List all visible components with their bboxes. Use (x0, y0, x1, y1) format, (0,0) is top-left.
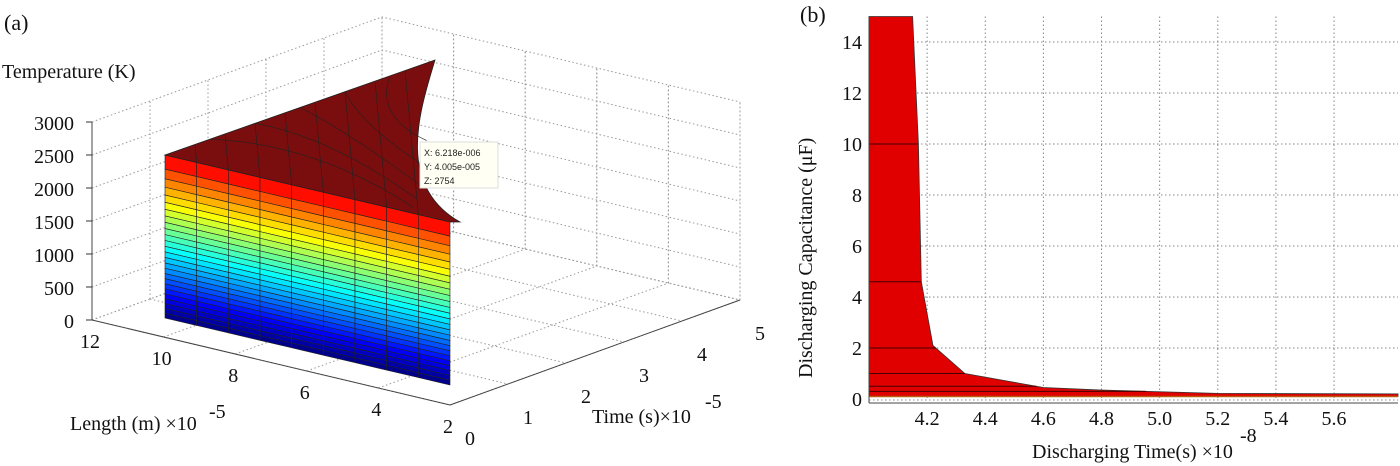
time-tick-label: 0 (465, 428, 475, 450)
panel-a-label: (a) (4, 10, 28, 35)
x-tick-label: 4.6 (1031, 408, 1056, 430)
area-fill (868, 16, 1399, 397)
panel-a-surface (163, 59, 462, 386)
length-axis-exponent: -5 (209, 401, 226, 423)
x-tick-label: 5.2 (1205, 408, 1230, 430)
time-tick-label: 4 (697, 344, 707, 366)
surface-top (163, 59, 462, 223)
surface-mesh-line (254, 123, 261, 178)
surface-mesh-line (386, 75, 427, 141)
time-axis-exponent: -5 (705, 391, 722, 413)
y-tick-label: 6 (852, 236, 862, 258)
time-axis-label: Time (s)×10 (592, 406, 691, 428)
datatip-x: X: 6.218e-006 (424, 148, 481, 158)
surface-face-cell (418, 372, 451, 386)
y-axis-label: Discharging Capacitance (μF) (795, 138, 817, 378)
x-axis-exponent: -8 (1240, 425, 1257, 447)
datatip-y: Y: 4.005e-005 (424, 162, 480, 172)
y-tick-label: 12 (842, 83, 862, 105)
z-tick-label: 1500 (34, 212, 74, 234)
x-tick-label: 5.6 (1322, 408, 1347, 430)
y-tick-label: 8 (852, 185, 862, 207)
x-tick-label: 5.4 (1263, 408, 1288, 430)
datatip-box (419, 141, 499, 189)
z-axis-label: Temperature (K) (2, 61, 136, 83)
surface-mesh-line (404, 70, 419, 215)
panel-b-area (868, 16, 1399, 404)
length-tick-label: 4 (371, 399, 381, 421)
length-tick-label: 10 (152, 348, 172, 370)
z-tick-label: 500 (44, 278, 74, 300)
length-tick-label: 8 (228, 365, 238, 387)
x-tick-label: 5.0 (1147, 408, 1172, 430)
x-tick-label: 4.4 (973, 408, 998, 430)
panel-b-grid: 4.2 4.4 4.6 4.8 5.0 5.2 5.4 5.6 0 2 4 6 8 10 12 14 (842, 16, 1398, 430)
x-tick-label: 4.8 (1089, 408, 1114, 430)
y-tick-label: 2 (852, 338, 862, 360)
length-axis-label: Length (m) ×10 (70, 413, 197, 435)
time-tick-label: 1 (523, 407, 533, 429)
surface-mesh-line (284, 112, 292, 185)
length-axis-line (91, 319, 451, 406)
y-tick-label: 14 (842, 32, 862, 54)
datatip[interactable]: X: 6.218e-006 Y: 4.005e-005 Z: 2754 (419, 141, 499, 189)
surface-mesh-line (344, 91, 424, 166)
y-tick-label: 0 (852, 389, 862, 411)
panel-b-area-chart: (b) 4.2 4.4 4.6 4.8 5.0 5.2 5.4 5.602468101214 … (795, 2, 1399, 463)
time-axis-line (449, 299, 741, 406)
datatip-z: Z: 2754 (424, 176, 455, 186)
surface-mesh-line (374, 81, 387, 208)
length-tick-label: 12 (80, 331, 100, 353)
z-tick-label: 1000 (34, 245, 74, 267)
y-tick-label: 4 (852, 287, 862, 309)
surface-mesh-line (209, 138, 414, 208)
length-tick-label: 2 (443, 416, 453, 438)
x-axis-label: Discharging Time(s) ×10 (1032, 441, 1233, 463)
panel-a-surface-plot: 0 500 1000 1500 2000 2500 3000 12 0 10 1 8 2 6 3 4 4 2 5 (… (2, 10, 765, 450)
z-tick-label: 0 (64, 311, 74, 333)
z-tick-label: 2000 (34, 179, 74, 201)
panel-a-grid: 0 500 1000 1500 2000 2500 3000 12 0 10 1 8 2 6 3 4 4 2 5 (34, 16, 765, 450)
time-tick-label: 2 (581, 386, 591, 408)
surface-mesh-line (194, 144, 197, 163)
surface-mesh-line (299, 107, 421, 186)
surface-mesh-line (314, 102, 324, 193)
z-tick-label: 2500 (34, 146, 74, 168)
panel-b-label: (b) (800, 2, 826, 27)
surface-mesh-line (254, 123, 417, 200)
z-tick-label: 3000 (34, 113, 74, 135)
grid-line (91, 16, 741, 123)
surface-mesh-line (344, 91, 356, 200)
time-tick-label: 3 (639, 365, 649, 387)
time-tick-label: 5 (755, 323, 765, 345)
y-tick-label: 10 (842, 134, 862, 156)
x-tick-label: 4.2 (915, 408, 940, 430)
length-tick-label: 6 (300, 382, 310, 404)
